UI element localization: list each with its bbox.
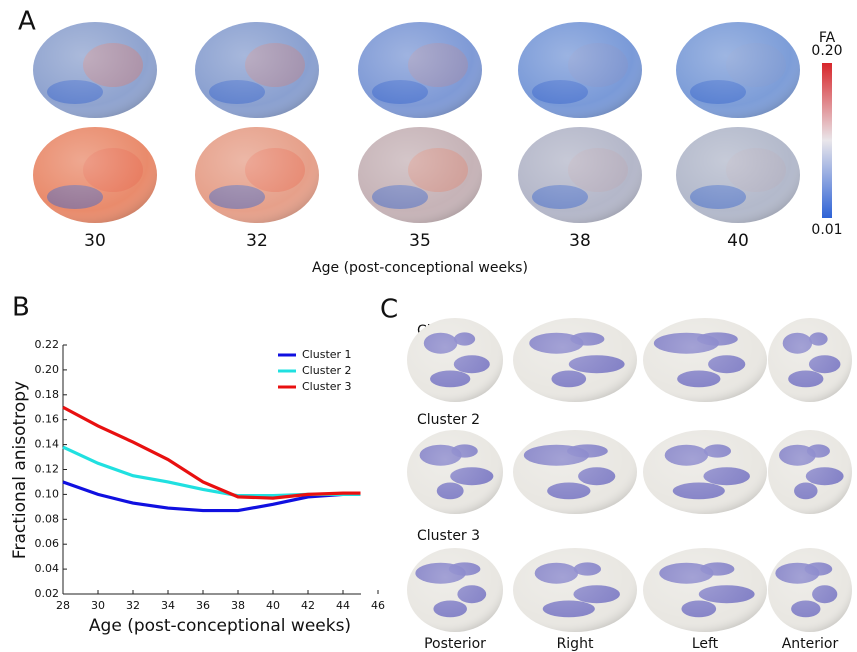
colorbar (822, 63, 832, 218)
series-line (63, 407, 361, 498)
brain-shade (195, 22, 319, 118)
x-tick-label: 36 (196, 599, 210, 612)
y-tick-label: 0.14 (35, 438, 60, 451)
panel-label: B (12, 293, 30, 323)
x-tick-label: 34 (161, 599, 175, 612)
legend-label: Cluster 2 (302, 364, 352, 377)
brain-shade (518, 22, 642, 118)
x-tick-label: 40 (266, 599, 280, 612)
y-tick-label: 0.16 (35, 413, 60, 426)
brain-shade (33, 22, 157, 118)
figure: A 30 32 35 38 40 Age (post-conceptional week… (0, 0, 857, 652)
brain-renderings: 30 32 35 38 40 (33, 22, 800, 251)
y-tick-label: 0.10 (35, 487, 60, 500)
age-label: 35 (409, 231, 431, 251)
brain-shade (33, 127, 157, 223)
brain-shade (518, 127, 642, 223)
brain-shade (407, 548, 503, 632)
age-label: 40 (727, 231, 749, 251)
legend-label: Cluster 3 (302, 380, 352, 393)
brain-shade (513, 318, 637, 402)
brain-shade (768, 318, 852, 402)
y-tick-label: 0.20 (35, 363, 60, 376)
cluster-label: Cluster 3 (417, 528, 480, 544)
y-tick-label: 0.12 (35, 463, 60, 476)
y-tick-label: 0.06 (35, 537, 60, 550)
brain-shade (768, 548, 852, 632)
colorbar-tick-label: 0.01 (811, 222, 842, 238)
axis-label: Age (post-conceptional weeks) (312, 260, 528, 276)
y-tick-label: 0.04 (35, 562, 60, 575)
view-label: Right (557, 636, 594, 652)
x-tick-label: 28 (56, 599, 70, 612)
x-tick-label: 42 (301, 599, 315, 612)
view-label: Posterior (424, 636, 486, 652)
series-line (63, 447, 361, 496)
x-axis-label: Age (post-conceptional weeks) (89, 616, 351, 636)
view-label: Left (692, 636, 719, 652)
brain-shade (643, 430, 767, 514)
brain-shade (195, 127, 319, 223)
brain-shade (768, 430, 852, 514)
brain-shade (643, 318, 767, 402)
brain-shade (513, 430, 637, 514)
cluster-label: Cluster 2 (417, 412, 480, 428)
brain-shade (407, 430, 503, 514)
x-tick-label: 38 (231, 599, 245, 612)
x-tick-label: 44 (336, 599, 350, 612)
brain-shade (676, 127, 800, 223)
brain-shade (358, 22, 482, 118)
brain-shade (407, 318, 503, 402)
legend-label: Cluster 1 (302, 348, 352, 361)
age-label: 38 (569, 231, 591, 251)
y-tick-label: 0.18 (35, 388, 60, 401)
x-tick-label: 32 (126, 599, 140, 612)
brain-shade (643, 548, 767, 632)
y-tick-label: 0.08 (35, 512, 60, 525)
y-axis-label: Fractional anisotropy (10, 381, 30, 559)
x-tick-label: 30 (91, 599, 105, 612)
line-chart: 0.020.040.060.080.100.120.140.160.180.20… (35, 338, 386, 612)
x-tick-label: 46 (371, 599, 385, 612)
age-label: 30 (84, 231, 106, 251)
panel-label: C (380, 295, 398, 325)
view-label: Anterior (782, 636, 839, 652)
brain-shade (358, 127, 482, 223)
brain-shade (513, 548, 637, 632)
brain-shade (676, 22, 800, 118)
age-label: 32 (246, 231, 268, 251)
y-tick-label: 0.22 (35, 338, 60, 351)
panel-label: A (18, 7, 36, 37)
colorbar-tick-label: 0.20 (811, 43, 842, 59)
